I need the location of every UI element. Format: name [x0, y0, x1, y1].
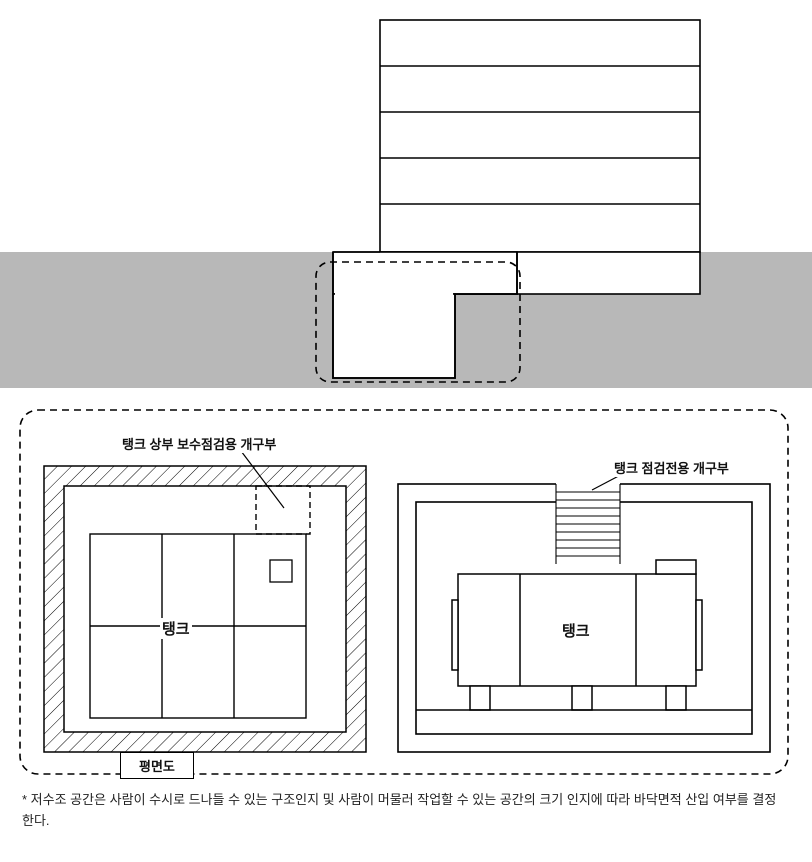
section-view-svg: [0, 0, 812, 800]
footnote-text: * 저수조 공간은 사람이 수시로 드나들 수 있는 구조인지 및 사람이 머물…: [0, 790, 812, 832]
section-opening-label: 탱크 점검전용 개구부: [612, 458, 731, 477]
diagram-canvas: 탱크 상부 보수점검용 개구부 탱크 평면도: [0, 0, 812, 862]
section-tank-label: 탱크: [560, 620, 592, 641]
